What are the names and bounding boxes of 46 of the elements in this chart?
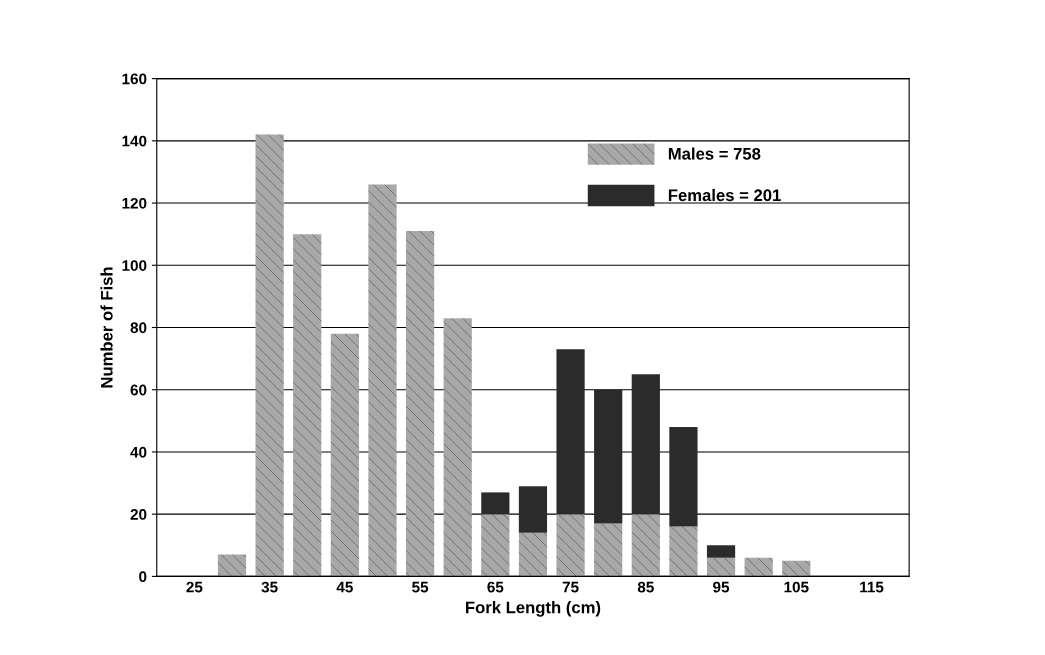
y-tick-label: 140 [122,135,147,147]
bar [706,545,736,558]
bar [518,486,548,533]
x-tick-label: 25 [186,581,203,593]
bar [255,134,284,577]
bar [481,492,510,515]
bar [669,526,698,577]
legend-label: Males = 758 [668,147,761,160]
bar [706,557,736,577]
y-tick-label: 20 [130,509,147,520]
x-tick-label: 95 [713,581,730,593]
x-tick-label: 115 [860,581,884,593]
x-tick-label: 55 [412,581,429,593]
bar [368,184,397,577]
y-tick-label: 40 [130,446,147,458]
y-tick-label: 120 [122,197,147,209]
y-tick-label: 0 [139,571,147,583]
y-tick-label: 100 [122,260,147,271]
bar [556,349,585,515]
bar [782,560,811,577]
bar [481,514,510,577]
bar [330,333,359,577]
bar [594,389,623,524]
y-axis-title: Number of Fish [100,267,113,388]
x-tick-label: 85 [637,581,654,593]
bar [293,234,322,577]
legend-label: Females = 201 [668,188,781,202]
x-tick-label: 75 [562,581,579,593]
bar [631,514,660,577]
x-axis-title: Fork Length (cm) [466,601,601,617]
x-tick-label: 65 [487,581,504,593]
y-tick-label: 60 [130,384,147,396]
bar [518,532,548,577]
bar [669,427,698,527]
bar [631,374,660,515]
bar [556,514,585,577]
x-tick-label: 105 [784,581,809,593]
y-tick-label: 160 [122,73,147,85]
bar [744,557,773,577]
x-tick-label: 45 [336,581,353,593]
bar [443,318,472,577]
bar [217,554,247,577]
y-tick-label: 80 [130,322,147,334]
bar [405,231,435,577]
bar [594,523,623,577]
x-tick-label: 35 [261,581,278,593]
